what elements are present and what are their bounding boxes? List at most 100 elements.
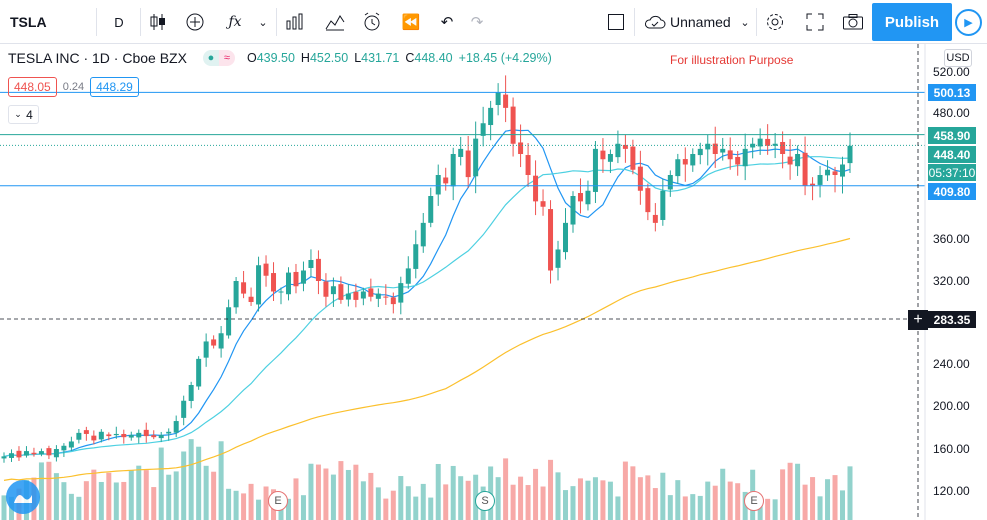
candle-body <box>810 183 816 186</box>
volume-bar <box>375 487 381 520</box>
volume-bar <box>570 486 576 520</box>
split-event-icon[interactable]: S <box>475 491 495 511</box>
volume-bar <box>465 480 471 520</box>
volume-bar <box>825 479 831 520</box>
volume-bar <box>128 470 134 520</box>
play-icon[interactable]: ▶ <box>955 9 982 36</box>
candle-body <box>375 293 381 299</box>
candle-body <box>795 154 801 167</box>
candle-body <box>106 434 112 437</box>
candle-body <box>712 143 718 154</box>
volume-bar <box>413 496 419 520</box>
candle-body <box>128 435 134 438</box>
divider <box>276 8 277 36</box>
add-line-plus-icon[interactable]: + <box>908 310 928 330</box>
alert-icon[interactable] <box>359 0 385 44</box>
price-tick-label: 480.00 <box>933 106 970 120</box>
candle-body <box>121 433 127 438</box>
volume-bar <box>690 494 696 520</box>
candle-body <box>330 286 336 295</box>
candle-body <box>682 159 688 165</box>
candle-body <box>218 333 224 349</box>
fx-icon[interactable]: ƒx <box>228 14 242 30</box>
volume-bar <box>810 477 816 520</box>
low-value: 431.71 <box>361 51 400 65</box>
candle-body <box>802 152 808 186</box>
volume-bar <box>585 480 591 520</box>
candle-body <box>263 263 269 276</box>
undo-icon[interactable]: ↶ <box>440 14 454 31</box>
bar-chart-icon[interactable] <box>282 0 308 44</box>
compare-icon[interactable] <box>322 0 348 44</box>
symbol-search[interactable]: TSLA <box>10 14 47 30</box>
volume-bar <box>68 493 74 520</box>
horizontal-lines[interactable] <box>0 91 925 187</box>
candle-body <box>518 142 524 154</box>
volume-bar <box>705 481 711 520</box>
symbol-description[interactable]: TESLA INC · 1D · Cboe BZX <box>8 50 187 66</box>
candle-body <box>480 123 486 136</box>
replay-icon[interactable]: ⏪ <box>401 14 421 31</box>
volume-bar <box>840 490 846 520</box>
candle-body <box>203 341 209 358</box>
chevron-down-icon[interactable]: ⌄ <box>258 16 268 29</box>
rectangle-icon[interactable] <box>604 0 628 44</box>
indicators-toggle[interactable]: ⌄ 4 <box>8 105 39 124</box>
candles-icon[interactable] <box>145 0 171 44</box>
candle-body <box>188 385 194 401</box>
add-indicator-icon[interactable] <box>182 0 208 44</box>
publish-button[interactable]: Publish <box>872 3 952 41</box>
chevron-down-icon[interactable]: ⌄ <box>740 16 750 29</box>
candle-body <box>840 164 846 177</box>
gear-icon[interactable] <box>762 0 788 44</box>
redo-icon[interactable]: ↷ <box>470 14 484 31</box>
line-price-tag-458[interactable]: 458.90 <box>928 127 976 144</box>
candle-body <box>38 451 44 455</box>
moving-average-line <box>3 237 851 481</box>
tradingview-logo-icon[interactable] <box>6 480 40 514</box>
candle-body <box>241 282 247 294</box>
earnings-event-icon[interactable]: E <box>744 491 764 511</box>
candle-body <box>660 190 666 220</box>
candle-body <box>46 448 52 456</box>
cloud-icon[interactable] <box>642 0 668 44</box>
volume-bar <box>383 498 389 520</box>
interval-button[interactable]: D <box>114 14 124 30</box>
volume-bar <box>121 481 127 520</box>
volume-bar <box>83 481 89 520</box>
volume-bar <box>390 490 396 520</box>
volume-bar <box>660 472 666 520</box>
candle-body <box>458 148 464 157</box>
candle-body <box>847 145 853 164</box>
volume-bar <box>450 465 456 520</box>
line-price-tag-409[interactable]: 409.80 <box>928 183 976 200</box>
volume-bar <box>817 496 823 520</box>
camera-icon[interactable] <box>840 0 866 44</box>
candle-body <box>136 432 142 438</box>
candle-body <box>637 166 643 191</box>
candle-body <box>211 339 217 346</box>
volume-bar <box>285 498 291 520</box>
chart-legend: TESLA INC · 1D · Cboe BZX ● ≈ O439.50 H4… <box>8 50 552 66</box>
candle-body <box>675 159 681 177</box>
currency-label[interactable]: USD <box>944 49 972 67</box>
divider <box>756 8 757 36</box>
candle-body <box>353 291 359 300</box>
price-axis[interactable] <box>925 44 987 520</box>
ask-price[interactable]: 448.29 <box>90 77 139 97</box>
market-status-badge[interactable]: ● ≈ <box>202 50 235 66</box>
line-price-tag-500[interactable]: 500.13 <box>928 84 976 101</box>
open-label: O <box>246 51 257 65</box>
volume-bar <box>637 477 643 520</box>
candle-body <box>383 296 389 298</box>
price-chart[interactable]: 520.00480.00440.00400.00360.00320.00280.… <box>0 44 987 520</box>
candle-body <box>667 175 673 190</box>
spread-value: 0.24 <box>62 81 85 93</box>
volume-bar <box>233 490 239 520</box>
candle-body <box>570 196 576 225</box>
bid-price[interactable]: 448.05 <box>8 77 57 97</box>
layout-name[interactable]: Unnamed <box>670 14 731 30</box>
candle-body <box>278 291 284 293</box>
fullscreen-icon[interactable] <box>802 0 828 44</box>
earnings-event-icon[interactable]: E <box>268 491 288 511</box>
